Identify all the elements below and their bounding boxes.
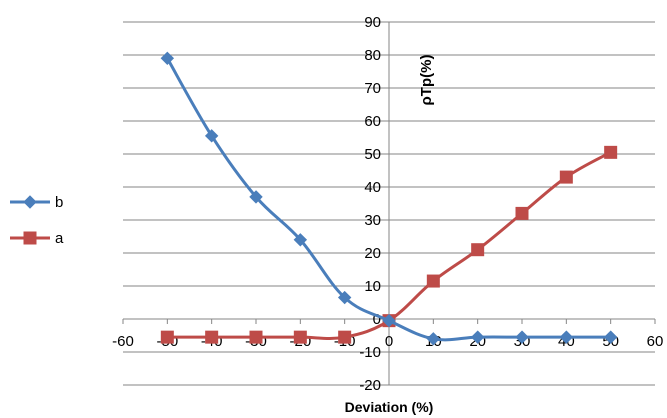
point-a-2 bbox=[249, 330, 263, 344]
x-tick-label-12: 60 bbox=[647, 333, 664, 350]
legend-marker-b bbox=[23, 195, 37, 209]
y-axis-label: ρTp(%) bbox=[418, 55, 435, 106]
point-b-9 bbox=[559, 330, 574, 344]
y-tick-label-3: 10 bbox=[364, 278, 381, 295]
y-tick-label-8: 60 bbox=[364, 113, 381, 130]
y-tick-label-4: 20 bbox=[364, 245, 381, 262]
axes bbox=[122, 21, 656, 386]
y-tick-label-5: 30 bbox=[364, 212, 381, 229]
point-b-0 bbox=[160, 51, 175, 66]
y-tick-label-1: -10 bbox=[359, 344, 381, 361]
point-b-7 bbox=[470, 330, 485, 344]
x-axis-label: Deviation (%) bbox=[345, 399, 434, 415]
legend-label-a: a bbox=[55, 230, 64, 247]
point-a-10 bbox=[604, 145, 618, 159]
point-b-3 bbox=[293, 233, 308, 247]
x-tick-label-0: -60 bbox=[112, 333, 134, 350]
y-tick-label-10: 80 bbox=[364, 47, 381, 64]
point-a-6 bbox=[426, 274, 440, 288]
point-b-1 bbox=[204, 129, 219, 143]
point-a-1 bbox=[205, 330, 219, 344]
legend-item-b: b bbox=[10, 194, 63, 211]
y-tick-label-6: 40 bbox=[364, 179, 381, 196]
y-tick-label-11: 90 bbox=[364, 14, 381, 31]
point-b-8 bbox=[515, 330, 529, 344]
legend: ba bbox=[10, 194, 64, 247]
x-tick-label-6: 0 bbox=[385, 333, 393, 350]
y-tick-label-9: 70 bbox=[364, 80, 381, 97]
point-a-8 bbox=[515, 206, 529, 220]
point-a-9 bbox=[559, 170, 573, 184]
series-layer bbox=[160, 51, 618, 346]
point-a-4 bbox=[338, 330, 352, 344]
y-tick-label-7: 50 bbox=[364, 146, 381, 163]
y-tick-label-2: 0 bbox=[373, 311, 381, 328]
point-b-2 bbox=[249, 190, 263, 204]
point-b-5 bbox=[382, 313, 396, 328]
legend-item-a: a bbox=[10, 230, 64, 247]
point-b-6 bbox=[426, 332, 441, 346]
point-a-7 bbox=[471, 243, 485, 257]
point-a-0 bbox=[160, 330, 174, 344]
series-b bbox=[160, 51, 618, 346]
point-b-4 bbox=[337, 290, 352, 305]
point-a-3 bbox=[293, 330, 307, 344]
legend-marker-a bbox=[23, 231, 37, 245]
legend-label-b: b bbox=[55, 194, 63, 211]
series-line-b bbox=[166, 57, 611, 342]
y-tick-label-0: -20 bbox=[359, 377, 381, 394]
point-b-10 bbox=[603, 330, 618, 344]
